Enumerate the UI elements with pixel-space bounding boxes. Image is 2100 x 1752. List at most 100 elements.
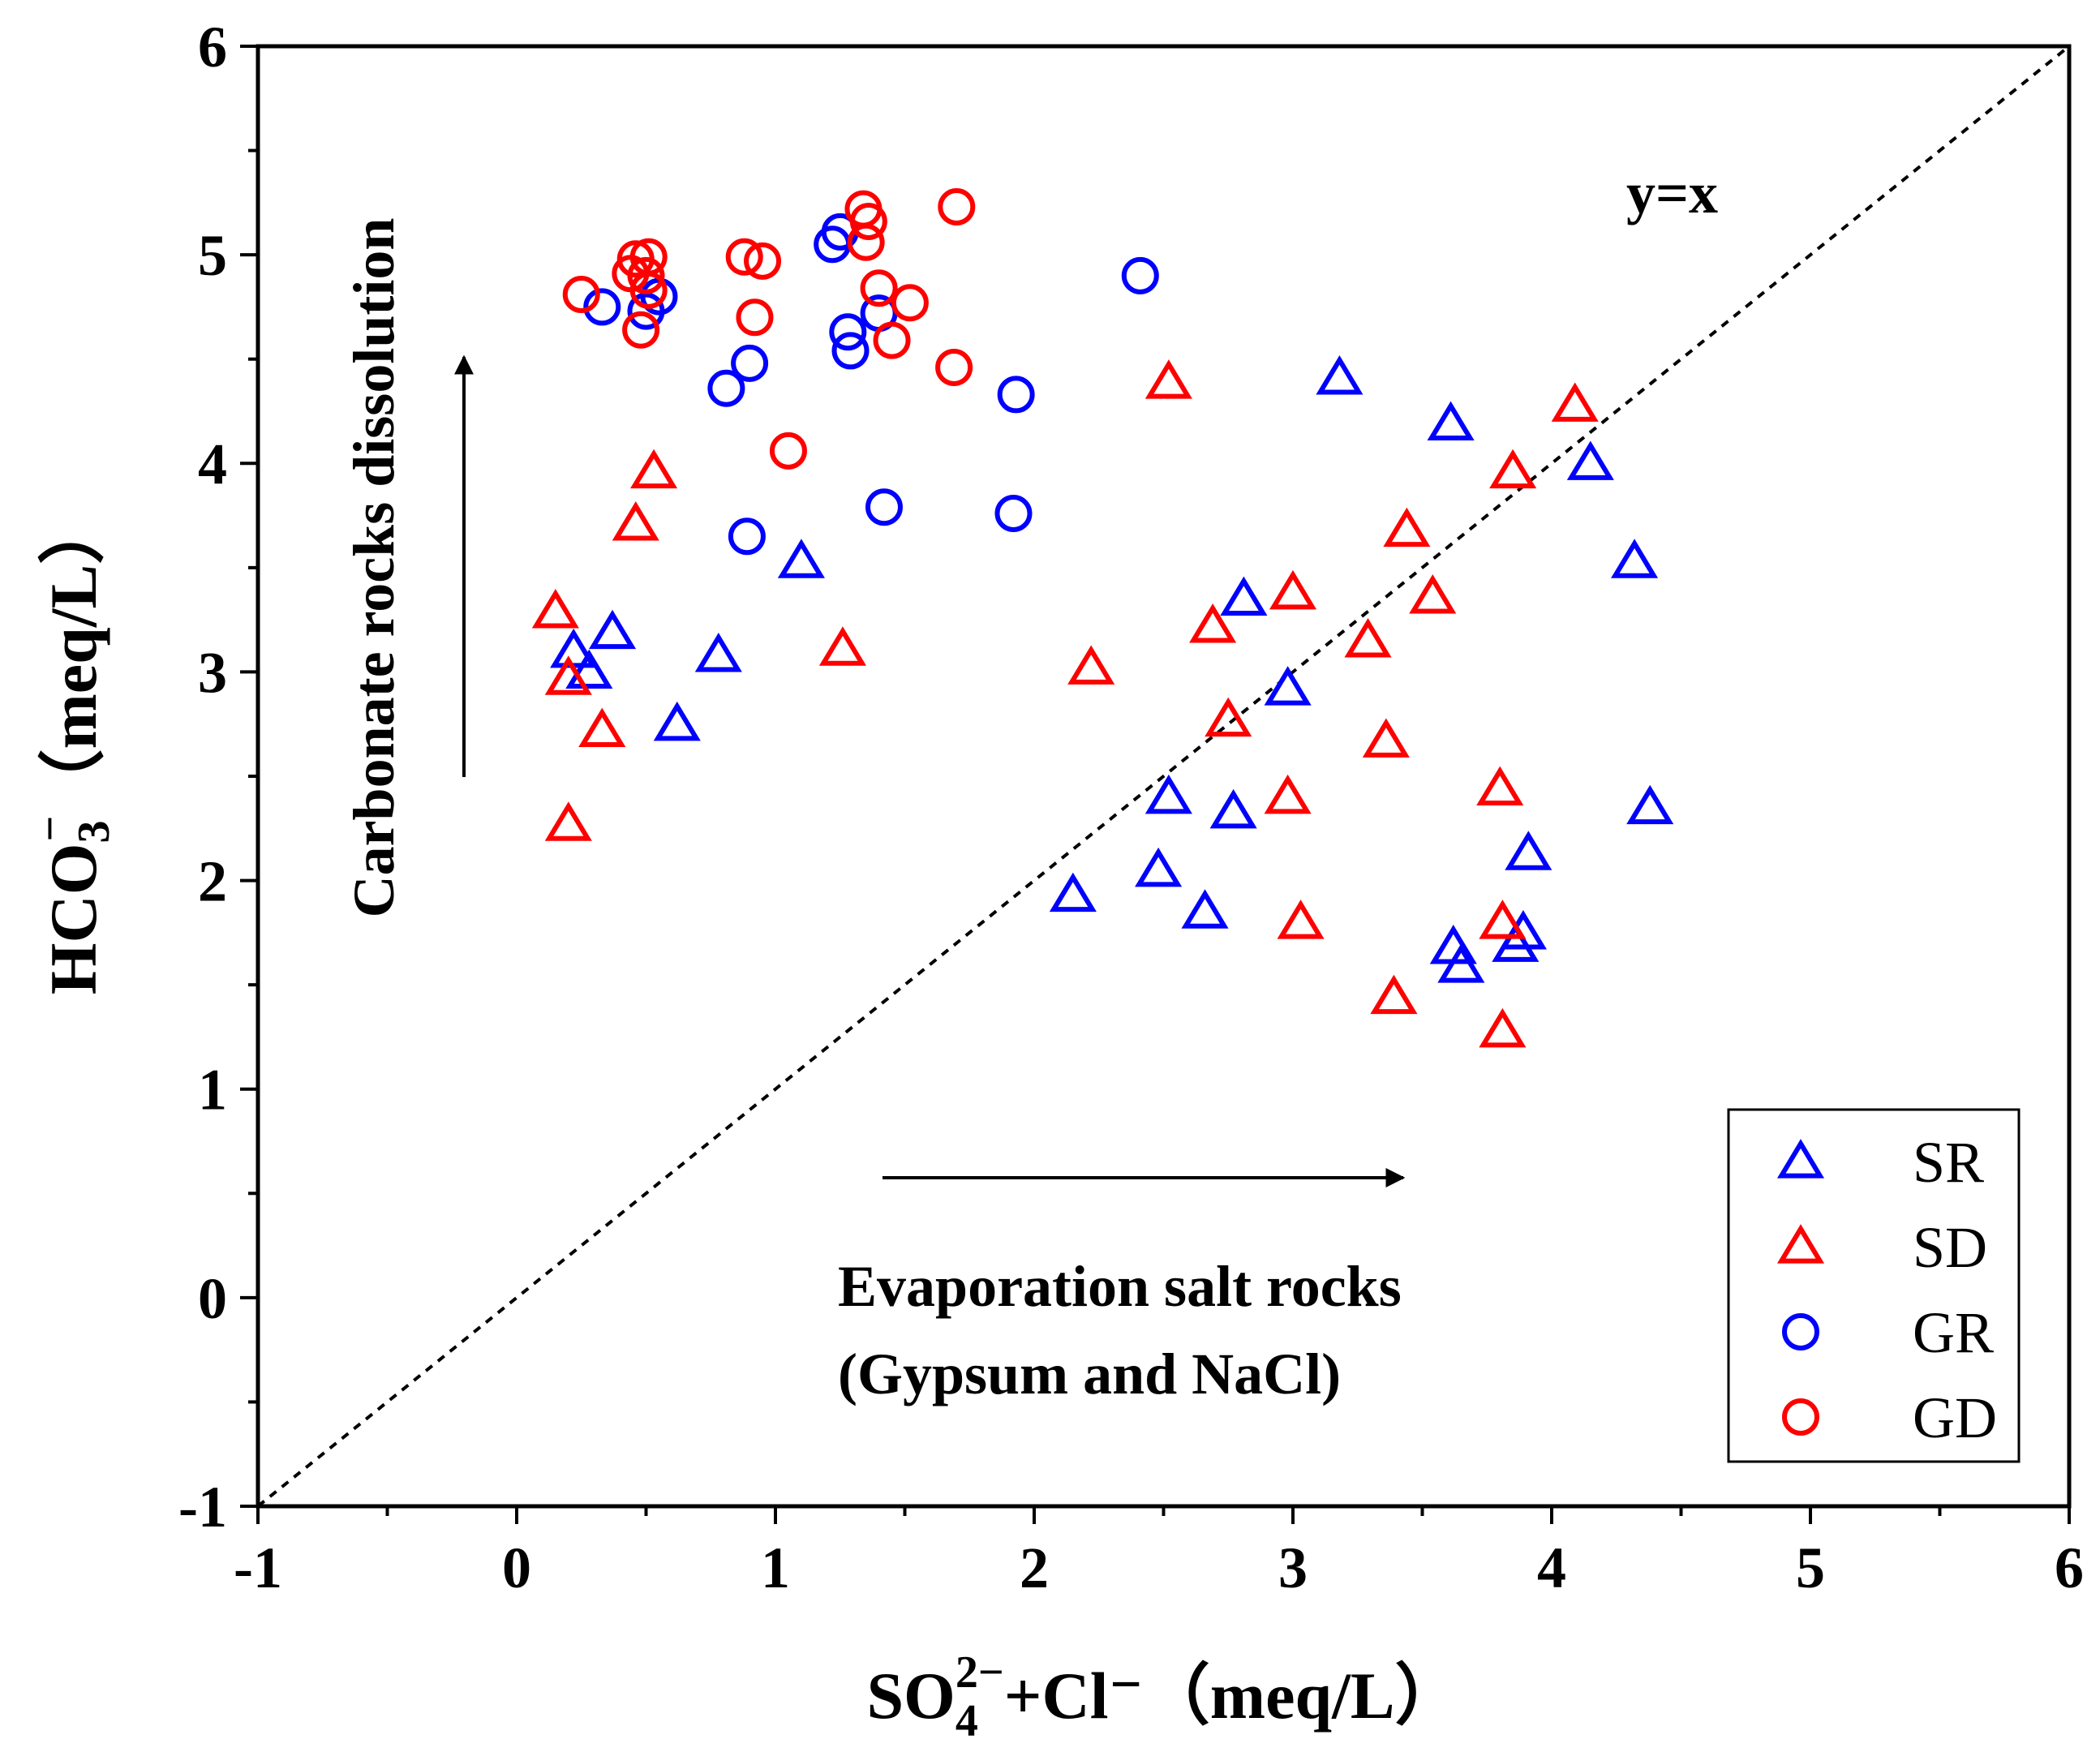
axis-ticks [240, 45, 2071, 1524]
x-axis-title-prefix: SO [866, 1659, 955, 1733]
point-sd [1205, 697, 1252, 737]
point-sd [1370, 974, 1418, 1015]
point-gr [731, 344, 769, 382]
x-tick-label: 5 [1796, 1535, 1825, 1600]
point-gd [736, 298, 774, 337]
x-tick-label: 6 [2055, 1535, 2084, 1600]
x-axis-title-sup: 2− [956, 1647, 1004, 1698]
legend-marker-gd [1782, 1398, 1819, 1436]
y-tick-label: 5 [198, 223, 227, 288]
point-sr [1566, 440, 1614, 480]
point-gr [829, 313, 867, 351]
legend-marker-sd [1776, 1224, 1825, 1264]
point-gr [831, 332, 870, 370]
point-sd [1409, 574, 1457, 614]
point-sr [1135, 847, 1183, 887]
legend-label-gd: GD [1913, 1385, 1997, 1450]
point-gd [860, 269, 898, 307]
point-sr [1626, 784, 1674, 825]
point-gd [627, 256, 665, 294]
point-sd [818, 626, 866, 666]
point-gr [997, 376, 1035, 414]
point-sd [531, 589, 579, 629]
point-gd [938, 188, 976, 225]
y-tick-label: 6 [198, 15, 227, 79]
legend-marker-sr [1776, 1139, 1825, 1179]
legend-label-sr: SR [1913, 1130, 1984, 1195]
point-sd [1362, 718, 1410, 758]
legend: SR SD GR GD [1727, 1108, 2021, 1463]
y-tick-label: 0 [198, 1266, 227, 1331]
point-sd [1489, 449, 1537, 489]
legend-marker-gr [1782, 1313, 1819, 1350]
point-gd [562, 276, 600, 313]
point-sr [777, 539, 825, 578]
x-tick-label: 3 [1278, 1535, 1308, 1600]
y-axis-title-suffix: （meq/L） [37, 498, 110, 816]
point-sd [544, 655, 592, 695]
point-sd [612, 501, 659, 541]
point-sr [1437, 943, 1485, 983]
point-gd [891, 284, 929, 322]
x-axis-title: SO42−+Cl⁻（meq/L） [866, 1647, 1461, 1746]
point-gd [769, 432, 807, 470]
point-gd [629, 271, 668, 309]
point-gr [728, 517, 766, 556]
point-gr [1121, 256, 1159, 294]
x-axis-title-sub: 4 [956, 1696, 978, 1746]
point-sd [1277, 900, 1325, 939]
point-sd [1189, 603, 1237, 643]
point-sd [1067, 645, 1115, 685]
legend-label-gr: GR [1913, 1300, 1994, 1365]
y-axis-title-prefix: HCO [37, 843, 110, 994]
point-gr [994, 495, 1033, 532]
point-sr [1499, 910, 1547, 950]
point-sd [578, 707, 626, 748]
point-sd [1264, 774, 1312, 814]
y-tick-label: -1 [178, 1475, 227, 1539]
point-sr [1209, 788, 1257, 829]
point-sr [1220, 576, 1268, 616]
point-sr [1049, 872, 1097, 912]
y-tick-label: 1 [198, 1058, 227, 1123]
point-sd [1144, 359, 1192, 399]
point-sr [1181, 889, 1229, 929]
point-gr [865, 488, 903, 526]
point-sd [1344, 618, 1392, 658]
point-sr [1316, 355, 1363, 395]
point-sr [1144, 774, 1192, 814]
point-sr [653, 701, 701, 741]
legend-box [1727, 1108, 2021, 1463]
y-axis-title-sub: 3 [69, 820, 119, 843]
x-tick-label: 2 [1020, 1535, 1049, 1600]
point-gd [622, 311, 660, 349]
carbonate-annotation: Carbonate rocks dissolution [341, 218, 406, 918]
point-sd [1383, 507, 1431, 548]
point-gr [707, 369, 745, 407]
point-gd [849, 203, 887, 240]
point-gd [935, 349, 973, 386]
point-gd [744, 242, 782, 280]
point-sr [588, 609, 637, 650]
reference-line-label: y=x [1626, 161, 1718, 225]
x-tick-label: 4 [1537, 1535, 1566, 1600]
point-sd [1269, 569, 1317, 610]
point-gd [873, 321, 911, 359]
y-axis-title-sup: − [25, 816, 75, 842]
legend-label-sd: SD [1913, 1215, 1987, 1280]
point-gd [725, 238, 763, 276]
point-sr [1611, 539, 1659, 578]
evaporation-annotation-line1: Evaporation salt rocks [838, 1254, 1402, 1319]
x-tick-label: -1 [234, 1535, 282, 1600]
point-gr [583, 288, 621, 326]
legend-items: SR SD GR GD [1776, 1130, 1997, 1450]
y-tick-label: 4 [198, 432, 227, 496]
point-gd [847, 223, 885, 261]
reference-line-y-equals-x [258, 46, 2069, 1506]
y-tick-label: 3 [198, 640, 227, 705]
tick-labels: -1 0 1 2 3 4 5 6 -1 0 1 2 3 4 5 6 [178, 15, 2084, 1600]
x-axis-title-suffix: +Cl⁻（meq/L） [1004, 1659, 1462, 1733]
point-sd [1551, 382, 1599, 422]
point-sd [630, 449, 678, 489]
